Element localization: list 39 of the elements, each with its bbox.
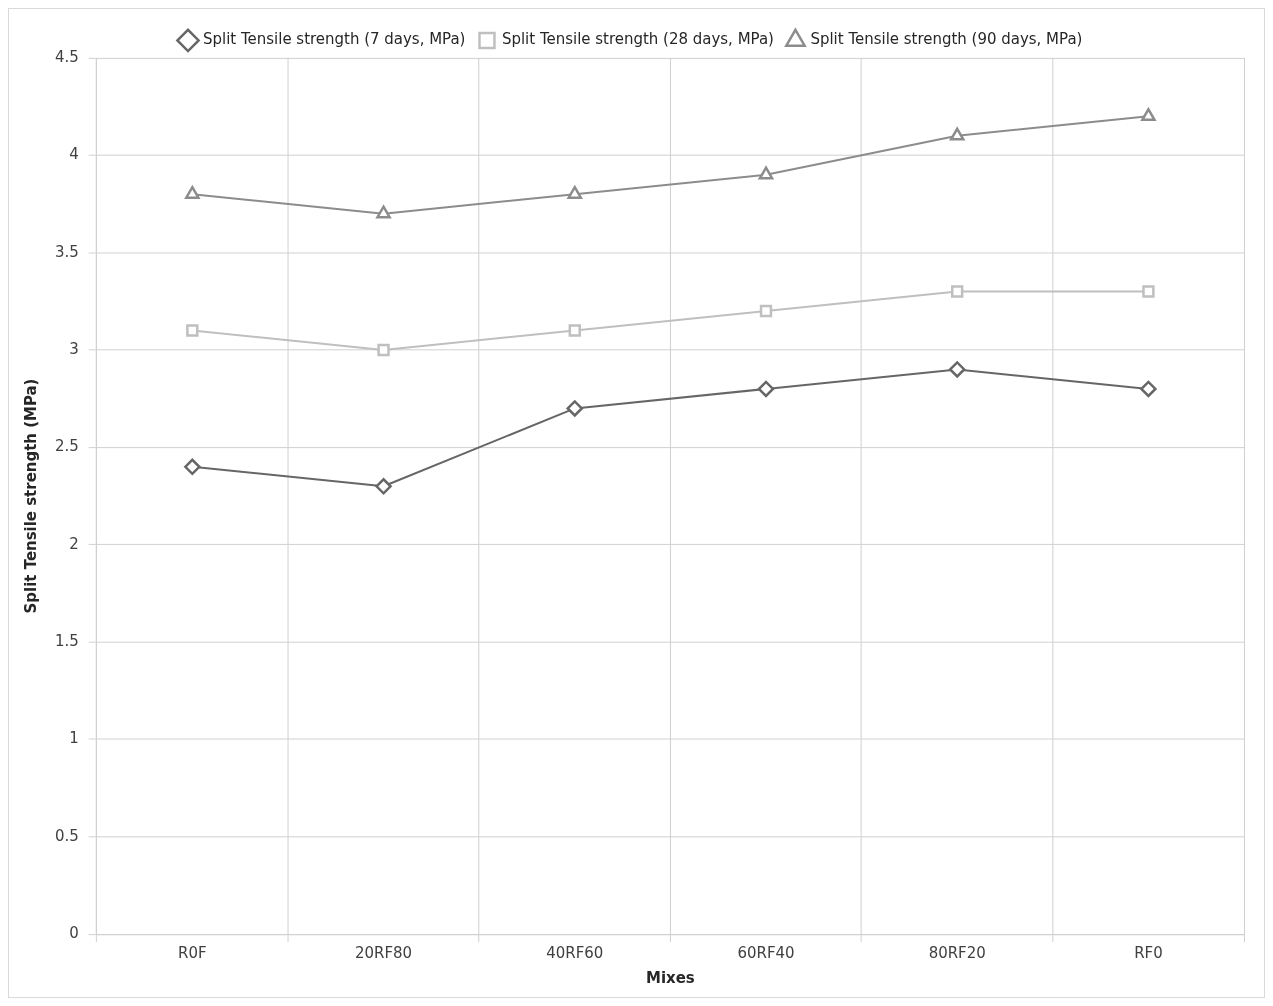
point (185, 185, 200, 199)
point (567, 185, 583, 199)
point (758, 166, 774, 180)
point (949, 127, 965, 141)
legend-label: Split Tensile strength (28 days, MPa) (501, 30, 774, 49)
y-tick-label: 4 (69, 145, 79, 164)
y-tick-label: 0 (69, 924, 79, 943)
y-tick-label: 2 (69, 534, 79, 553)
y-tick-label: 3.5 (54, 242, 79, 261)
x-axis-title: Mixes (645, 968, 695, 987)
point (375, 478, 392, 495)
point (568, 324, 581, 337)
point (759, 304, 773, 318)
x-tick-label: 80RF20 (928, 943, 986, 962)
x-tick-label: 60RF40 (737, 943, 795, 962)
point (951, 285, 964, 298)
point (1141, 108, 1156, 122)
y-tick-label: 1 (69, 729, 79, 748)
point (377, 343, 390, 357)
x-tick-label: RF0 (1134, 943, 1163, 962)
point (376, 205, 391, 219)
y-tick-label: 4.5 (54, 47, 79, 66)
legend-label: Split Tensile strength (7 days, MPa) (203, 30, 466, 49)
point (1140, 380, 1157, 398)
point (186, 324, 199, 337)
x-tick-label: 40RF60 (546, 943, 604, 962)
legend-label: Split Tensile strength (90 days, MPa) (810, 30, 1083, 49)
y-tick-label: 2.5 (54, 437, 79, 456)
y-tick-label: 3 (69, 339, 79, 358)
point (566, 400, 583, 417)
y-axis-title: Split Tensile strength (MPa) (21, 378, 40, 614)
point (1142, 285, 1155, 298)
x-tick-label: R0F (178, 943, 207, 962)
y-tick-label: 1.5 (54, 631, 79, 650)
point (184, 458, 201, 476)
point (948, 361, 966, 378)
x-tick-label: 20RF80 (354, 943, 413, 962)
point (757, 380, 775, 398)
y-tick-label: 0.5 (54, 826, 79, 845)
